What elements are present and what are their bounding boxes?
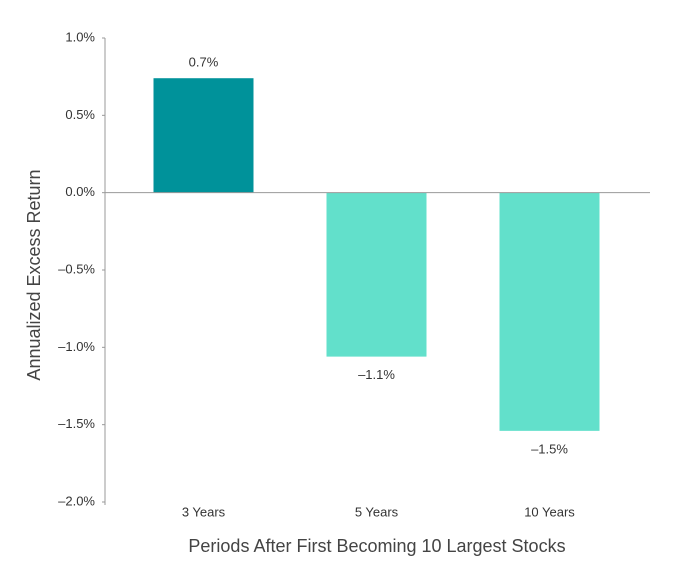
y-tick-label: 0.5%: [65, 107, 95, 122]
y-tick-label: –0.5%: [58, 261, 95, 276]
bar: [153, 78, 254, 193]
y-tick-label: –1.0%: [58, 339, 95, 354]
y-tick-label: –2.0%: [58, 493, 95, 508]
bar: [499, 192, 600, 431]
data-label: 0.7%: [189, 55, 219, 70]
y-tick-label: –1.5%: [58, 416, 95, 431]
x-tick-label: 10 Years: [524, 504, 575, 519]
y-tick-label: 0.0%: [65, 184, 95, 199]
x-tick-label: 5 Years: [355, 504, 399, 519]
bar: [326, 192, 427, 357]
data-label: –1.5%: [531, 441, 568, 456]
x-tick-label: 3 Years: [182, 504, 226, 519]
y-axis-title: Annualized Excess Return: [24, 169, 44, 380]
x-axis-title: Periods After First Becoming 10 Largest …: [188, 536, 565, 556]
y-tick-label: 1.0%: [65, 29, 95, 44]
data-label: –1.1%: [358, 367, 395, 382]
